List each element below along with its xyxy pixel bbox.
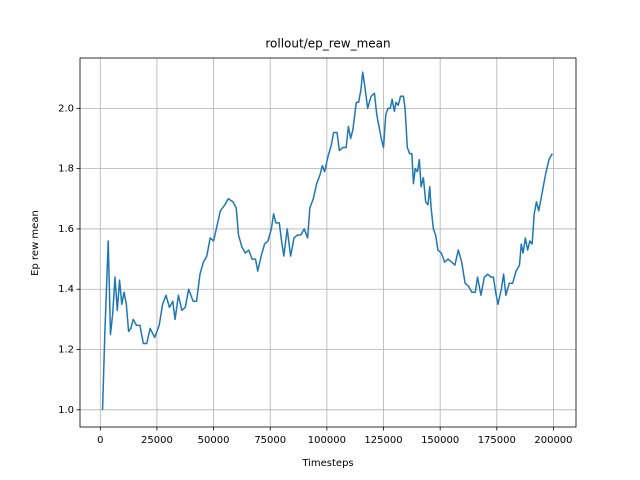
x-tick-label: 100000 xyxy=(308,435,346,446)
chart-title: rollout/ep_rew_mean xyxy=(265,37,390,51)
x-tick-label: 0 xyxy=(97,435,103,446)
x-tick-label: 150000 xyxy=(421,435,459,446)
y-tick-label: 1.8 xyxy=(58,164,74,175)
x-tick-label: 125000 xyxy=(364,435,402,446)
y-tick-label: 2.0 xyxy=(58,103,74,114)
x-tick-label: 50000 xyxy=(198,435,230,446)
y-axis-label: Ep rew mean xyxy=(30,210,41,276)
x-tick-label: 25000 xyxy=(141,435,173,446)
y-tick-label: 1.0 xyxy=(58,405,74,416)
x-tick-label: 200000 xyxy=(534,435,572,446)
data-line xyxy=(101,71,553,410)
y-tick-label: 1.4 xyxy=(58,284,74,295)
y-tick-label: 1.2 xyxy=(58,345,74,356)
x-tick-label: 75000 xyxy=(254,435,286,446)
plot-frame xyxy=(79,57,577,428)
x-tick-label: 175000 xyxy=(478,435,516,446)
x-axis-label: Timesteps xyxy=(301,458,353,469)
y-tick-label: 1.6 xyxy=(58,224,74,235)
